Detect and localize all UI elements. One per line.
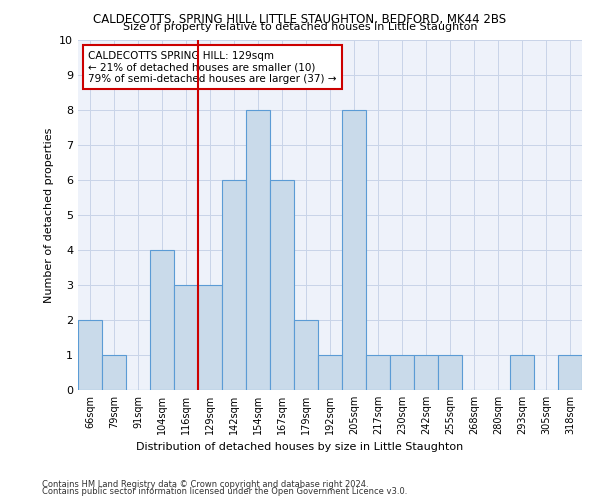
Text: Distribution of detached houses by size in Little Staughton: Distribution of detached houses by size … — [136, 442, 464, 452]
Bar — [78, 320, 102, 390]
Bar — [558, 355, 582, 390]
Bar — [294, 320, 318, 390]
Bar — [438, 355, 462, 390]
Bar — [222, 180, 246, 390]
Text: Size of property relative to detached houses in Little Staughton: Size of property relative to detached ho… — [123, 22, 477, 32]
Bar — [198, 285, 222, 390]
Bar — [414, 355, 438, 390]
Text: CALDECOTTS, SPRING HILL, LITTLE STAUGHTON, BEDFORD, MK44 2BS: CALDECOTTS, SPRING HILL, LITTLE STAUGHTO… — [94, 12, 506, 26]
Bar — [270, 180, 294, 390]
Text: Contains public sector information licensed under the Open Government Licence v3: Contains public sector information licen… — [42, 488, 407, 496]
Bar — [150, 250, 174, 390]
Bar — [102, 355, 126, 390]
Text: CALDECOTTS SPRING HILL: 129sqm
← 21% of detached houses are smaller (10)
79% of : CALDECOTTS SPRING HILL: 129sqm ← 21% of … — [88, 50, 337, 84]
Bar — [390, 355, 414, 390]
Text: Contains HM Land Registry data © Crown copyright and database right 2024.: Contains HM Land Registry data © Crown c… — [42, 480, 368, 489]
Bar — [342, 110, 366, 390]
Bar — [366, 355, 390, 390]
Bar — [510, 355, 534, 390]
Bar — [318, 355, 342, 390]
Bar — [246, 110, 270, 390]
Y-axis label: Number of detached properties: Number of detached properties — [44, 128, 53, 302]
Bar — [174, 285, 198, 390]
